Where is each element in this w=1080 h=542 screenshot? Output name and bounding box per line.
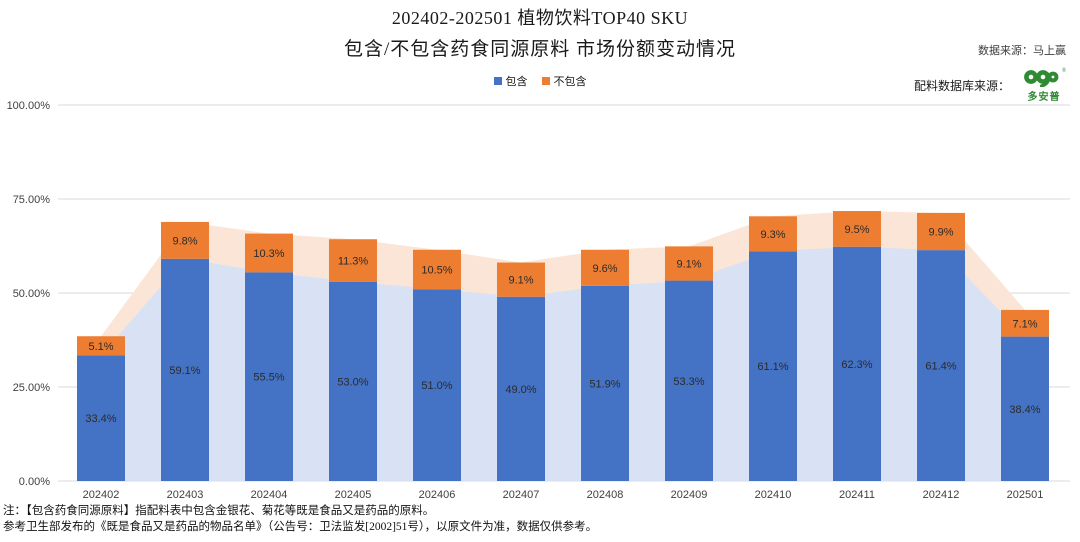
bar-label-excluded: 9.1%	[676, 258, 701, 270]
bar-label-included: 61.1%	[757, 361, 788, 373]
x-axis-tick-label: 202403	[167, 489, 204, 501]
duoanpu-logo-mark-icon	[1023, 70, 1059, 87]
bar-included-202405	[329, 281, 377, 481]
bar-label-included: 62.3%	[841, 359, 872, 371]
bar-label-excluded: 10.3%	[253, 248, 284, 260]
bar-label-excluded: 9.1%	[508, 275, 533, 287]
bar-included-202408	[581, 285, 629, 481]
bar-label-excluded: 9.5%	[844, 224, 869, 236]
bar-label-included: 59.1%	[169, 365, 200, 377]
y-axis-tick-label: 0.00%	[19, 476, 50, 488]
bar-excluded-202407	[497, 262, 545, 297]
bar-label-included: 51.0%	[421, 380, 452, 392]
bar-included-202403	[161, 258, 209, 481]
footnote-line-1: 注：【包含药食同源原料】指配料表中包含金银花、菊花等既是食品又是药品的原料。	[3, 505, 435, 517]
footnote-line-2: 参考卫生部发布的《既是食品又是药品的物品名单》（公告号：卫法监发[2002]51…	[3, 521, 598, 533]
bar-label-excluded: 10.5%	[421, 265, 452, 277]
bar-included-202410	[749, 251, 797, 481]
y-axis-tick-label: 25.00%	[13, 382, 51, 394]
x-axis-tick-label: 202411	[839, 489, 875, 501]
bar-included-202406	[413, 289, 461, 481]
page-subtitle: 包含/不包含药食同源原料 市场份额变动情况	[343, 39, 737, 60]
bar-excluded-202409	[665, 246, 713, 281]
bar-label-excluded: 9.3%	[760, 229, 785, 241]
legend-label-included: 包含	[505, 76, 528, 88]
bar-label-excluded: 11.3%	[338, 255, 369, 267]
x-axis-tick-label: 202410	[755, 489, 792, 501]
footnotes: 注：【包含药食同源原料】指配料表中包含金银花、菊花等既是食品又是药品的原料。 参…	[3, 503, 597, 535]
y-axis-tick-label: 50.00%	[13, 288, 51, 300]
bar-excluded-202410	[749, 216, 797, 252]
page-title: 202402-202501 植物饮料TOP40 SKU	[391, 8, 689, 28]
bar-excluded-202406	[413, 249, 461, 290]
bar-label-excluded: 5.1%	[88, 341, 113, 353]
bar-label-included: 38.4%	[1009, 404, 1040, 416]
y-axis-tick-label: 75.00%	[13, 194, 51, 206]
bar-label-included: 49.0%	[505, 384, 536, 396]
data-source-note: 数据来源：马上赢	[978, 45, 1066, 57]
bar-included-202412	[917, 250, 965, 481]
x-axis-tick-label: 202407	[503, 489, 540, 501]
x-axis-tick-label: 202408	[587, 489, 624, 501]
bar-label-excluded: 7.1%	[1012, 318, 1037, 330]
bar-excluded-202403	[161, 221, 209, 259]
duoanpu-logo: ® 多安普	[1018, 68, 1070, 103]
bar-label-included: 33.4%	[85, 413, 116, 425]
x-axis-tick-label: 202404	[251, 489, 288, 501]
bar-excluded-202501	[1001, 309, 1049, 337]
bar-included-202409	[665, 280, 713, 481]
bar-label-included: 51.9%	[589, 378, 620, 390]
chart-legend: 包含 不包含	[0, 73, 1080, 89]
bar-excluded-202412	[917, 212, 965, 251]
bar-excluded-202404	[245, 233, 293, 273]
ingredient-source-row: 配料数据库来源： ® 多安普	[914, 68, 1070, 103]
duoanpu-logo-text: 多安普	[1027, 92, 1061, 103]
x-axis-tick-label: 202412	[923, 489, 960, 501]
bar-included-202407	[497, 296, 545, 481]
legend-swatch-excluded	[541, 77, 550, 85]
bar-label-excluded: 9.8%	[172, 235, 197, 247]
x-axis-tick-label: 202501	[1007, 489, 1044, 501]
x-axis-tick-label: 202406	[419, 489, 456, 501]
bar-excluded-202408	[581, 249, 629, 286]
stacked-bar-chart: 0.00% 25.00% 50.00% 75.00% 100.00% 33.4% 5.1% 2…	[7, 100, 1070, 501]
chart-area: 0.00% 25.00% 50.00% 75.00% 100.00% 33.4% 5.1% 2…	[0, 95, 1080, 507]
bar-label-included: 53.3%	[673, 376, 704, 388]
bar-label-excluded: 9.9%	[928, 227, 953, 239]
bar-included-202404	[245, 272, 293, 481]
bar-label-excluded: 9.6%	[592, 263, 617, 275]
chart-titles: 202402-202501 植物饮料TOP40 SKU 包含/不包含药食同源原料…	[0, 4, 1080, 61]
bar-included-202402	[77, 355, 125, 481]
bar-excluded-202405	[329, 239, 377, 282]
x-axis-tick-label: 202402	[83, 489, 120, 501]
legend-swatch-included	[493, 77, 502, 85]
bar-label-included: 61.4%	[925, 361, 956, 373]
legend-label-excluded: 不包含	[553, 76, 587, 88]
ingredient-source-label: 配料数据库来源：	[913, 79, 1010, 93]
legend-item-excluded: 不包含	[541, 73, 587, 89]
bar-included-202501	[1001, 336, 1049, 481]
bar-label-included: 55.5%	[253, 372, 284, 384]
bar-excluded-202402	[77, 336, 125, 356]
x-axis-tick-label: 202409	[671, 489, 708, 501]
bar-label-included: 53.0%	[337, 376, 368, 388]
bar-excluded-202411	[833, 211, 881, 247]
registered-mark: ®	[1061, 68, 1067, 74]
bar-included-202411	[833, 246, 881, 481]
legend-item-included: 包含	[493, 73, 528, 89]
y-axis-tick-label: 100.00%	[7, 100, 51, 112]
x-axis-tick-label: 202405	[335, 489, 372, 501]
